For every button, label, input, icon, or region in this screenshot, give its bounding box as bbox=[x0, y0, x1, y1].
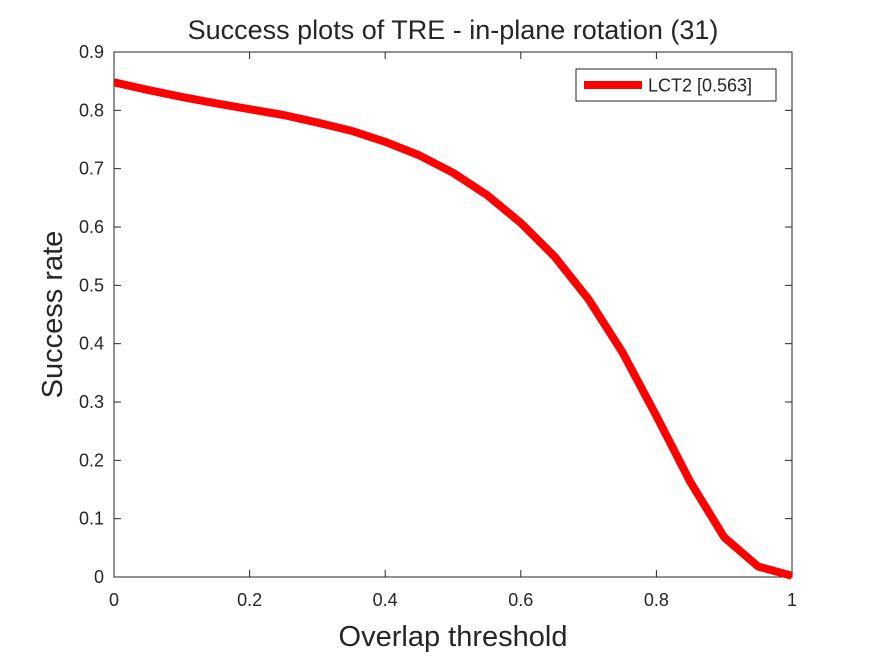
y-tick-label: 0.4 bbox=[79, 334, 104, 354]
x-tick-label: 0.4 bbox=[373, 590, 398, 610]
x-tick-label: 0.6 bbox=[508, 590, 533, 610]
plot-area bbox=[113, 51, 793, 578]
x-tick-label: 0.8 bbox=[644, 590, 669, 610]
x-tick-label: 1 bbox=[787, 590, 797, 610]
series-line-0 bbox=[113, 78, 794, 580]
y-tick-label: 0.8 bbox=[79, 100, 104, 120]
y-tick-label: 0.9 bbox=[79, 42, 104, 62]
series-layer bbox=[113, 78, 794, 580]
y-tick-label: 0.3 bbox=[79, 392, 104, 412]
y-tick-label: 0.1 bbox=[79, 509, 104, 529]
x-axis-label: Overlap threshold bbox=[339, 621, 568, 653]
y-tick-label: 0 bbox=[94, 567, 104, 587]
legend-label-lct2: LCT2 [0.563] bbox=[648, 76, 752, 96]
y-tick-label: 0.7 bbox=[79, 159, 104, 179]
y-axis-label: Success rate bbox=[37, 231, 69, 399]
y-tick-label: 0.6 bbox=[79, 217, 104, 237]
legend: LCT2 [0.563] bbox=[575, 68, 777, 102]
y-axis-ticks: 0 0.1 0.2 0.3 0.4 0.5 0.6 0.7 0.8 0.9 bbox=[79, 42, 792, 587]
chart-title: Success plots of TRE - in-plane rotation… bbox=[188, 15, 719, 45]
x-tick-label: 0 bbox=[109, 590, 119, 610]
y-tick-label: 0.2 bbox=[79, 450, 104, 470]
y-tick-label: 0.5 bbox=[79, 275, 104, 295]
x-tick-label: 0.2 bbox=[237, 590, 262, 610]
x-axis-ticks: 0 0.2 0.4 0.6 0.8 1 bbox=[109, 52, 797, 610]
